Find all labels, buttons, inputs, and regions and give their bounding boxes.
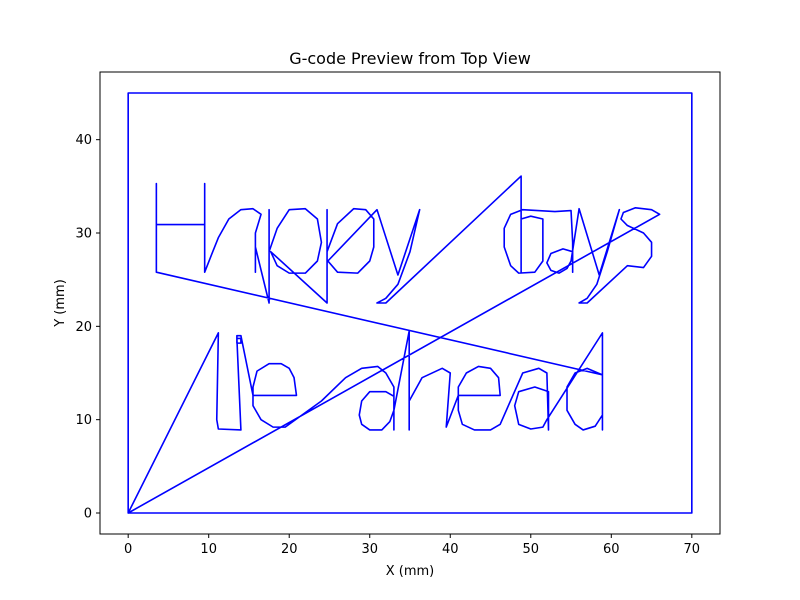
y-axis-label: Y (mm) xyxy=(53,279,68,328)
axes-frame xyxy=(99,71,721,535)
x-tick-label: 20 xyxy=(281,542,298,557)
y-tick-label: 0 xyxy=(84,507,92,522)
y-tick-label: 20 xyxy=(75,320,92,335)
toolpath-line xyxy=(127,92,693,514)
chart-title: G-code Preview from Top View xyxy=(289,49,531,68)
y-tick-label: 30 xyxy=(75,227,92,242)
x-axis: 0 10 20 30 40 50 60 70 xyxy=(124,534,700,557)
x-tick-label: 0 xyxy=(124,542,132,557)
y-axis: 0 10 20 30 40 xyxy=(75,133,100,522)
x-tick-label: 50 xyxy=(523,542,540,557)
x-tick-label: 70 xyxy=(684,542,701,557)
x-tick-label: 30 xyxy=(361,542,378,557)
x-tick-label: 10 xyxy=(200,542,217,557)
x-tick-label: 40 xyxy=(442,542,459,557)
y-tick-label: 10 xyxy=(75,413,92,428)
plot-area xyxy=(127,92,693,514)
y-tick-label: 40 xyxy=(75,133,92,148)
x-tick-label: 60 xyxy=(603,542,620,557)
x-axis-label: X (mm) xyxy=(386,564,435,579)
